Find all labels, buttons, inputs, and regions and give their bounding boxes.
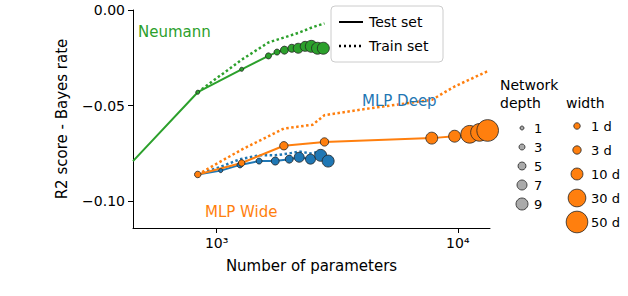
svg-text:7: 7 bbox=[534, 178, 542, 193]
svg-text:1: 1 bbox=[534, 121, 542, 136]
svg-text:50 d: 50 d bbox=[591, 215, 620, 230]
svg-text:Neumann: Neumann bbox=[138, 23, 211, 41]
svg-text:−0.05: −0.05 bbox=[82, 98, 125, 114]
svg-text:10 d: 10 d bbox=[591, 167, 620, 182]
svg-text:10⁴: 10⁴ bbox=[446, 235, 470, 251]
svg-text:−0.10: −0.10 bbox=[82, 193, 125, 209]
svg-text:depth: depth bbox=[500, 95, 541, 111]
svg-text:9: 9 bbox=[534, 197, 542, 212]
svg-text:MLP Wide: MLP Wide bbox=[205, 203, 278, 221]
svg-text:0.00: 0.00 bbox=[94, 2, 125, 18]
svg-text:3 d: 3 d bbox=[591, 143, 612, 158]
svg-text:30 d: 30 d bbox=[591, 191, 620, 206]
svg-text:width: width bbox=[566, 95, 605, 111]
svg-text:5: 5 bbox=[534, 159, 542, 174]
svg-text:10³: 10³ bbox=[205, 235, 228, 251]
svg-text:R2 score - Bayes rate: R2 score - Bayes rate bbox=[53, 39, 71, 200]
svg-text:Number of parameters: Number of parameters bbox=[226, 257, 397, 275]
svg-text:Train set: Train set bbox=[368, 38, 429, 54]
svg-text:3: 3 bbox=[534, 140, 542, 155]
svg-text:MLP Deep: MLP Deep bbox=[362, 92, 437, 110]
svg-text:1 d: 1 d bbox=[591, 119, 612, 134]
svg-text:Network: Network bbox=[500, 77, 559, 93]
svg-text:Test set: Test set bbox=[368, 14, 423, 30]
